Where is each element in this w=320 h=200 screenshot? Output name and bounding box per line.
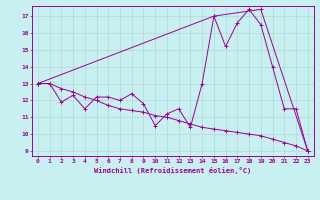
X-axis label: Windchill (Refroidissement éolien,°C): Windchill (Refroidissement éolien,°C) [94,167,252,174]
